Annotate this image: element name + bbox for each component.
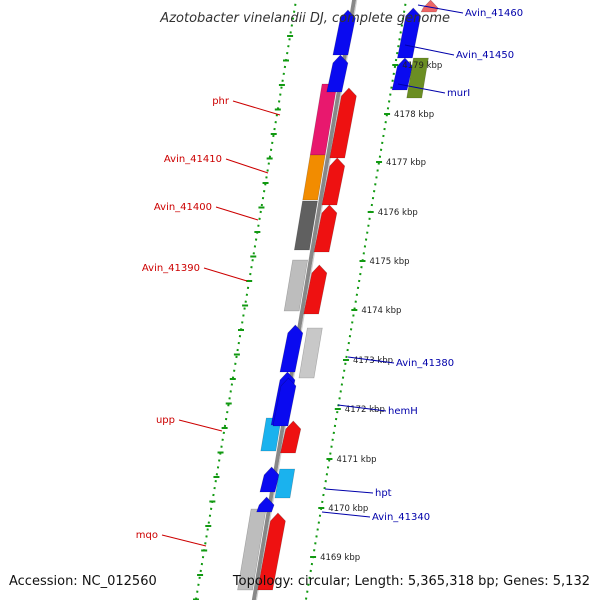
gene-feature[interactable] <box>397 7 422 59</box>
leader-line <box>397 83 446 94</box>
leader-line <box>347 356 395 364</box>
gene-label-right[interactable]: Avin_41460 <box>465 8 523 19</box>
gene-label-right[interactable]: hemH <box>388 406 418 417</box>
gene-label-left[interactable]: Avin_41390 <box>142 263 200 274</box>
gene-feature[interactable] <box>420 0 439 13</box>
gene-feature[interactable] <box>293 200 318 251</box>
gene-label-right[interactable]: Avin_41450 <box>456 50 514 61</box>
gene-feature[interactable] <box>303 264 328 315</box>
leader-line <box>404 44 455 56</box>
gene-feature[interactable] <box>298 327 323 379</box>
gene-feature[interactable] <box>321 157 346 206</box>
gene-feature[interactable] <box>283 259 309 312</box>
gene-feature[interactable] <box>313 204 338 253</box>
gene-label-left[interactable]: Avin_41410 <box>164 154 222 165</box>
topology-text: Topology: circular; Length: 5,365,318 bp… <box>232 574 590 589</box>
tick-label: 4169 kbp <box>320 553 360 563</box>
gene-label-left[interactable]: phr <box>212 96 230 107</box>
leader-line <box>225 158 269 174</box>
tick-label: 4173 kbp <box>353 356 393 366</box>
gene-feature[interactable] <box>329 87 357 159</box>
tick-label: 4174 kbp <box>361 306 401 316</box>
gene-label-left[interactable]: mqo <box>136 530 158 541</box>
leader-line <box>324 488 374 494</box>
gene-label-right[interactable]: Avin_41340 <box>372 512 430 523</box>
ticks-layer: 4169 kbp 4170 kbp 4171 kbp 4172 kbp 4173 kbp… <box>310 61 442 563</box>
tick-label: 4175 kbp <box>370 257 410 267</box>
leader-line <box>321 511 371 518</box>
tick-label: 4178 kbp <box>394 110 434 120</box>
gene-feature[interactable] <box>406 57 429 99</box>
leader-line <box>161 534 207 547</box>
gene-label-right[interactable]: hpt <box>375 488 392 499</box>
gene-feature[interactable] <box>274 468 296 499</box>
gene-feature[interactable] <box>256 496 275 513</box>
gene-feature[interactable] <box>391 57 413 91</box>
genes-layer <box>237 0 439 591</box>
gene-feature[interactable] <box>332 9 356 56</box>
tick-label: 4179 kbp <box>402 61 442 71</box>
tick-label: 4176 kbp <box>378 208 418 218</box>
leader-line <box>203 267 248 282</box>
tick-label: 4172 kbp <box>345 405 385 415</box>
map-title: Azotobacter vinelandii DJ, complete geno… <box>159 11 450 26</box>
gene-feature[interactable] <box>302 154 326 201</box>
tick-label: 4177 kbp <box>386 158 426 168</box>
gene-feature[interactable] <box>280 420 302 454</box>
leader-line <box>215 206 259 221</box>
gene-feature[interactable] <box>259 466 280 493</box>
accession-text: Accession: NC_012560 <box>9 574 157 589</box>
gene-feature[interactable] <box>257 512 286 591</box>
leader-line <box>337 404 387 412</box>
gene-label-right[interactable]: Avin_41380 <box>396 358 454 369</box>
gene-label-left[interactable]: upp <box>156 415 175 426</box>
gene-feature[interactable] <box>279 324 304 373</box>
gene-feature[interactable] <box>326 54 349 93</box>
leader-line <box>178 419 223 432</box>
gene-feature[interactable] <box>272 377 297 427</box>
left-dotted-ring <box>194 0 298 600</box>
gene-label-right[interactable]: murI <box>447 88 470 99</box>
gene-label-left[interactable]: Avin_41400 <box>154 202 212 213</box>
tick-label: 4170 kbp <box>328 504 368 514</box>
leader-line <box>417 4 464 14</box>
leader-line <box>232 100 281 116</box>
tick-label: 4171 kbp <box>336 455 376 465</box>
